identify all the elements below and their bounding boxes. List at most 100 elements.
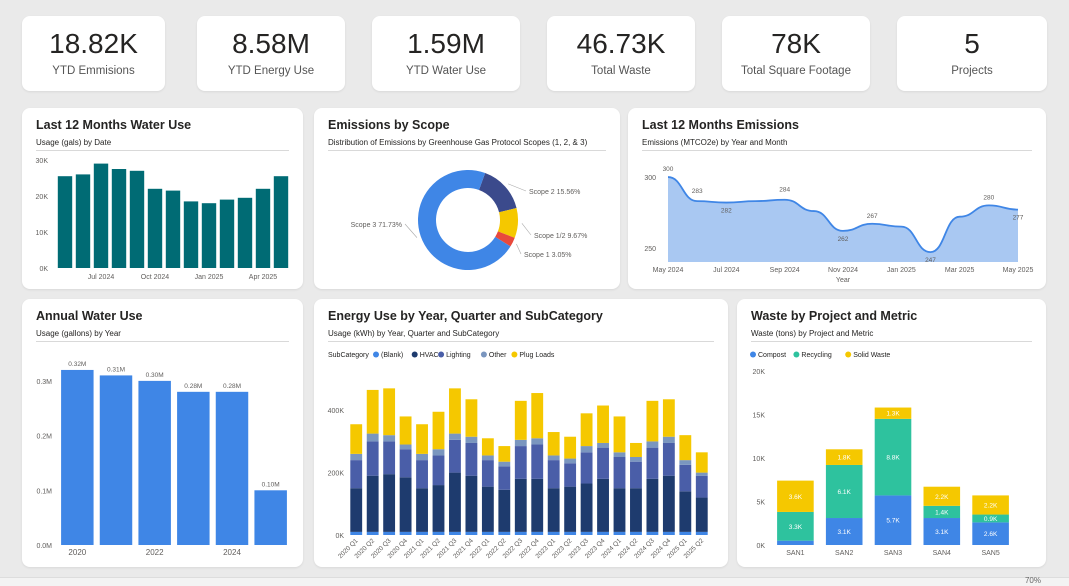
- bar: [75, 174, 91, 268]
- y-tick-label: 10K: [36, 230, 49, 237]
- data-label: 0.31M: [107, 366, 125, 373]
- stacked-bar-segment: [514, 478, 527, 532]
- stacked-bar-segment: [350, 453, 363, 461]
- stacked-bar-segment: [366, 433, 379, 442]
- stacked-bar-segment: [531, 444, 544, 479]
- kpi-total-sqft[interactable]: 78K Total Square Footage: [722, 16, 870, 91]
- x-tick-label: SAN1: [786, 550, 804, 557]
- kpi-value: 46.73K: [576, 28, 666, 59]
- stacked-bar-segment: [547, 488, 560, 532]
- visual-subtitle: Usage (gals) by Date: [36, 138, 112, 147]
- legend-marker: [411, 351, 418, 358]
- bar: [129, 170, 145, 268]
- divider: [36, 341, 289, 342]
- energy-stacked-chart[interactable]: SubCategory (Blank) HVAC Lighting Other Plug …: [314, 299, 728, 567]
- stacked-bar-segment: [597, 442, 609, 448]
- stacked-bar-segment: [432, 411, 445, 450]
- stacked-bar-segment: [580, 413, 593, 447]
- scope-donut-chart[interactable]: Scope 2 15.56% Scope 1/2 9.67% Scope 1 3.0…: [314, 108, 620, 289]
- x-tick-label: Jul 2024: [713, 267, 740, 274]
- bar: [93, 163, 109, 268]
- divider: [36, 150, 289, 151]
- stacked-bar-segment: [679, 460, 692, 465]
- emissions-area-chart[interactable]: 300 250 300 283 282 284 262 267 247 280 277 May 202…: [628, 108, 1046, 289]
- kpi-projects[interactable]: 5 Projects: [897, 16, 1047, 91]
- kpi-ytd-water[interactable]: 1.59M YTD Water Use: [372, 16, 520, 91]
- y-tick-label: 0.3M: [36, 379, 52, 386]
- visual-waste-by-project[interactable]: Waste by Project and Metric Waste (tons)…: [737, 299, 1046, 567]
- stacked-bar-segment: [613, 416, 626, 453]
- visual-water-12-months[interactable]: Last 12 Months Water Use Usage (gals) by…: [22, 108, 303, 289]
- stacked-bar-segment: [514, 400, 527, 440]
- area-line: [667, 176, 1019, 253]
- kpi-ytd-energy[interactable]: 8.58M YTD Energy Use: [197, 16, 345, 91]
- data-label: 8.8K: [886, 455, 900, 462]
- y-tick-label: 0K: [756, 543, 765, 550]
- stacked-bar-segment: [531, 478, 544, 532]
- waste-stacked-chart[interactable]: Compost Recycling Solid Waste 0K 5K 10K 15K 20K…: [737, 299, 1046, 567]
- slice-label: Scope 2 15.56%: [529, 189, 580, 196]
- stacked-bar-segment: [630, 442, 642, 457]
- bar: [237, 197, 253, 268]
- kpi-total-waste[interactable]: 46.73K Total Waste: [547, 16, 695, 91]
- visual-emissions-12-months[interactable]: Last 12 Months Emissions Emissions (MTCO…: [628, 108, 1046, 289]
- divider: [328, 150, 606, 151]
- stacked-bar-segment: [465, 399, 478, 437]
- data-label: 300: [663, 166, 674, 173]
- stacked-bar-segment: [498, 489, 511, 532]
- visual-emissions-by-scope[interactable]: Emissions by Scope Distribution of Emiss…: [314, 108, 620, 289]
- y-tick-label: 0.1M: [36, 488, 52, 495]
- stacked-bar-segment: [498, 531, 511, 535]
- stacked-bar-segment: [383, 474, 396, 532]
- stacked-bar-segment: [399, 477, 412, 532]
- stacked-bar-segment: [449, 388, 461, 434]
- stacked-bar-segment: [564, 458, 577, 464]
- stacked-bar-segment: [350, 460, 363, 489]
- stacked-bar-segment: [432, 531, 445, 535]
- data-label: 1.4K: [935, 509, 949, 516]
- data-label: 247: [925, 257, 936, 264]
- stacked-bar-segment: [646, 441, 659, 448]
- kpi-ytd-emissions[interactable]: 18.82K YTD Emmisions: [22, 16, 165, 91]
- stacked-bar-segment: [531, 531, 544, 535]
- visual-annual-water-use[interactable]: Annual Water Use Usage (gallons) by Year…: [22, 299, 303, 567]
- stacked-bar-segment: [531, 438, 544, 445]
- stacked-bar-segment: [449, 531, 461, 535]
- stacked-bar-segment: [383, 388, 396, 436]
- data-label: 284: [779, 187, 790, 194]
- stacked-bar-segment: [613, 531, 626, 535]
- legend-label: Plug Loads: [519, 352, 555, 359]
- stacked-bar-segment: [695, 452, 708, 473]
- legend-marker: [373, 351, 379, 358]
- stacked-bar-segment: [613, 488, 626, 532]
- bar: [273, 176, 289, 268]
- stacked-bar-segment: [777, 480, 814, 512]
- data-label: 6.1K: [838, 489, 852, 496]
- stacked-bar-segment: [514, 531, 527, 535]
- zoom-level[interactable]: 70%: [1024, 576, 1041, 585]
- y-tick-label: 250: [644, 246, 656, 253]
- visual-energy-use[interactable]: Energy Use by Year, Quarter and SubCateg…: [314, 299, 728, 567]
- kpi-label: YTD Water Use: [405, 65, 487, 77]
- stacked-bar-segment: [613, 457, 626, 489]
- stacked-bar-segment: [923, 505, 961, 519]
- bar: [138, 380, 171, 545]
- bar: [177, 391, 210, 545]
- y-tick-label: 0.2M: [36, 434, 52, 441]
- bar: [111, 169, 127, 268]
- kpi-value: 1.59M: [407, 28, 485, 59]
- divider: [642, 150, 1032, 151]
- stacked-bar-segment: [547, 455, 560, 461]
- kpi-value: 8.58M: [232, 28, 310, 59]
- x-tick-label: May 2025: [1003, 267, 1034, 274]
- water-12-chart[interactable]: 0K 10K 20K 30K Jul 2024 Oct 2024 Jan 2025 Apr 2…: [22, 108, 303, 289]
- x-tick-label: Sep 2024: [770, 267, 800, 274]
- divider: [328, 341, 714, 342]
- slice-label: Scope 1 3.05%: [524, 252, 571, 259]
- stacked-bar-segment: [432, 485, 445, 532]
- annual-water-chart[interactable]: 0.0M 0.1M 0.2M 0.3M 0.32M 2020 0.31M 0.30M 2022 0…: [22, 299, 303, 567]
- stacked-bar-segment: [874, 495, 912, 545]
- data-label: 282: [721, 208, 732, 215]
- data-label: 277: [1013, 215, 1024, 222]
- stacked-bar-segment: [432, 449, 445, 456]
